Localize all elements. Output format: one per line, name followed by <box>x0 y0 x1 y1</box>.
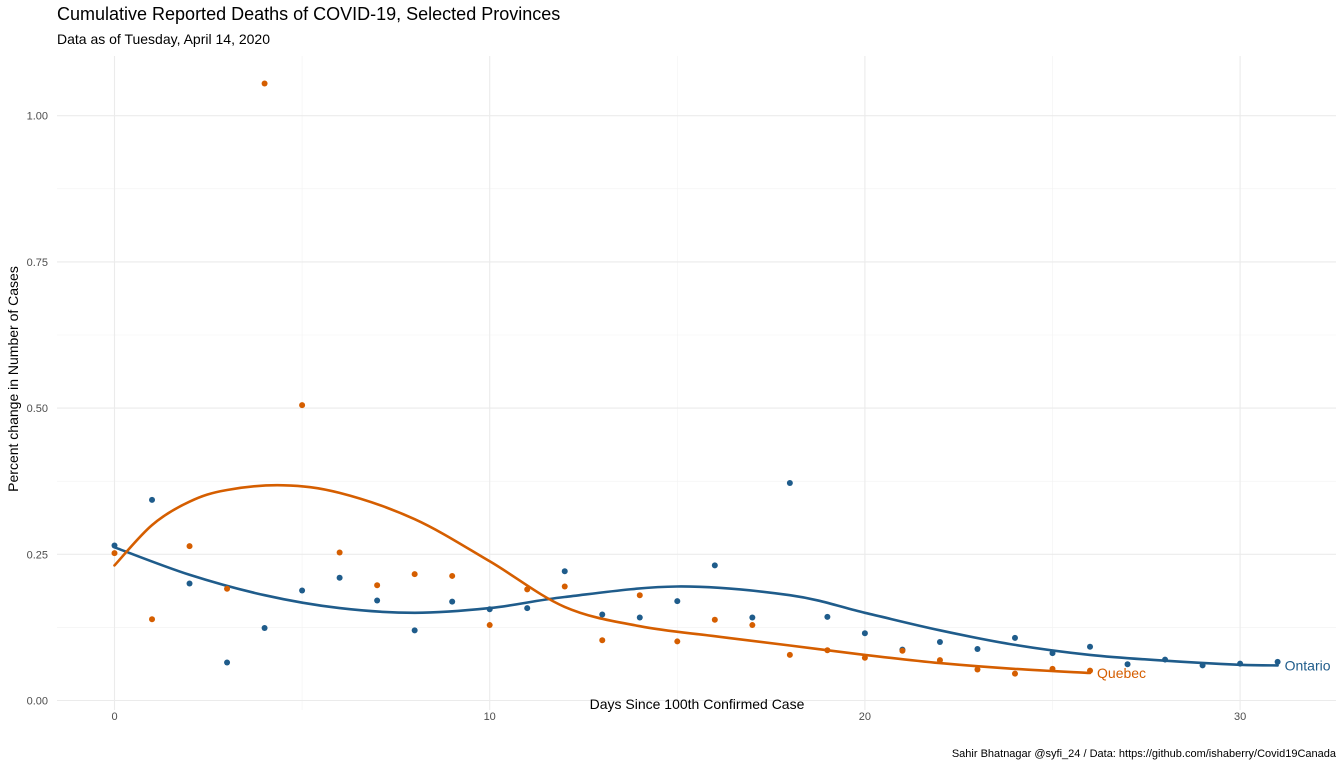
chart-subtitle: Data as of Tuesday, April 14, 2020 <box>57 31 270 47</box>
quebec-data-point <box>149 616 156 623</box>
ontario-data-point <box>374 597 381 604</box>
y-tick-label: 0.50 <box>27 403 48 415</box>
quebec-data-point <box>449 572 456 579</box>
quebec-data-point <box>974 666 981 673</box>
quebec-data-point <box>599 637 606 644</box>
ontario-data-point <box>111 542 118 549</box>
ontario-data-point <box>936 639 943 646</box>
ontario-data-point <box>261 624 268 631</box>
y-tick-label: 0.25 <box>27 549 48 561</box>
ontario-data-point <box>599 611 606 618</box>
ontario-data-point <box>674 598 681 605</box>
x-tick-label: 20 <box>859 711 871 723</box>
y-tick-label: 0.75 <box>27 257 48 269</box>
ontario-data-point <box>1162 656 1169 663</box>
quebec-data-point <box>1049 665 1056 672</box>
ontario-data-point <box>1124 661 1131 668</box>
ontario-data-point <box>1237 660 1244 667</box>
chart-title: Cumulative Reported Deaths of COVID-19, … <box>57 4 560 24</box>
quebec-data-point <box>711 616 718 623</box>
quebec-data-point <box>861 654 868 661</box>
ontario-data-point <box>636 614 643 621</box>
quebec-data-point <box>786 651 793 658</box>
ontario-data-point <box>411 627 418 634</box>
y-axis-title: Percent change in Number of Cases <box>5 266 21 492</box>
ontario-data-point <box>149 496 156 503</box>
quebec-data-point <box>336 549 343 556</box>
quebec-data-point <box>824 647 831 654</box>
ontario-data-point <box>224 659 231 666</box>
chart-caption: Sahir Bhatnagar @syfi_24 / Data: https:/… <box>952 748 1337 760</box>
x-tick-label: 10 <box>484 711 496 723</box>
x-tick-label: 30 <box>1234 711 1246 723</box>
quebec-data-point <box>224 585 231 592</box>
ontario-data-point <box>824 613 831 620</box>
x-tick-label: 0 <box>111 711 117 723</box>
ontario-data-point <box>749 614 756 621</box>
quebec-data-point <box>524 586 531 593</box>
y-tick-label: 1.00 <box>27 111 48 123</box>
x-axis-title: Days Since 100th Confirmed Case <box>590 696 805 712</box>
ontario-data-point <box>974 646 981 653</box>
ontario-data-point <box>786 479 793 486</box>
quebec-data-point <box>749 622 756 629</box>
ontario-data-point <box>299 587 306 594</box>
y-tick-label: 0.00 <box>27 696 48 708</box>
quebec-smooth-line <box>113 483 1092 675</box>
ontario-data-point <box>186 580 193 587</box>
quebec-data-point <box>411 571 418 578</box>
smoothed-lines <box>113 483 1279 675</box>
ontario-data-point <box>861 630 868 637</box>
ontario-data-point <box>486 606 493 613</box>
quebec-data-point <box>899 647 906 654</box>
quebec-data-point <box>261 80 268 87</box>
quebec-data-point <box>111 550 118 557</box>
series-labels: Ontario Quebec <box>1097 657 1331 681</box>
ontario-series-label: Ontario <box>1285 657 1331 673</box>
quebec-series-label: Quebec <box>1097 665 1146 681</box>
grid-lines <box>57 56 1336 710</box>
tick-labels: 0 10 20 30 0.00 0.25 0.50 0.75 1.00 <box>27 111 1247 723</box>
quebec-data-point <box>1087 667 1094 674</box>
ontario-data-point <box>1011 634 1018 641</box>
ontario-data-point <box>336 574 343 581</box>
ontario-data-point <box>561 568 568 575</box>
ontario-data-point <box>449 598 456 605</box>
quebec-data-point <box>636 592 643 599</box>
quebec-data-point <box>374 582 381 589</box>
ontario-data-point <box>1049 650 1056 657</box>
ontario-smooth-line <box>113 546 1279 667</box>
ontario-data-point <box>1274 658 1281 665</box>
quebec-data-point <box>561 583 568 590</box>
quebec-data-point <box>936 657 943 664</box>
ontario-data-point <box>711 562 718 569</box>
ontario-data-point <box>524 605 531 612</box>
quebec-data-point <box>674 638 681 645</box>
data-points <box>111 80 1281 677</box>
quebec-data-point <box>1011 670 1018 677</box>
quebec-data-point <box>299 402 306 409</box>
quebec-data-point <box>486 622 493 629</box>
ontario-data-point <box>1199 662 1206 669</box>
ontario-data-point <box>1087 643 1094 650</box>
quebec-data-point <box>186 543 193 550</box>
